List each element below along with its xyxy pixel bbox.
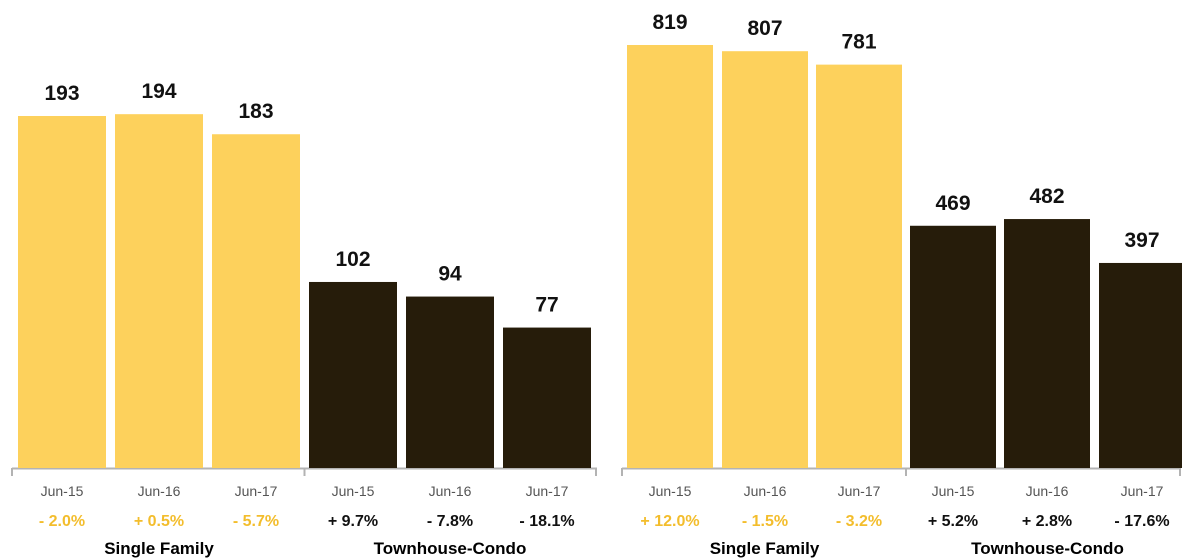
bar-single-family-jun-16 — [722, 51, 808, 468]
percent-change-label: - 7.8% — [427, 513, 473, 530]
percent-change-label: - 5.7% — [233, 513, 279, 530]
percent-change-label: - 3.2% — [836, 513, 882, 530]
left-bar-chart: 193 Jun-15 - 2.0% 194 Jun-16 + 0.5% 183 Jun-17 -… — [11, 80, 597, 558]
group-label-single-family: Single Family — [104, 539, 214, 558]
group-label-townhouse-condo: Townhouse-Condo — [374, 539, 527, 558]
x-tick-label: Jun-16 — [138, 483, 181, 499]
percent-change-label: + 9.7% — [328, 513, 378, 530]
data-label: 102 — [335, 248, 370, 271]
percent-change-label: - 2.0% — [39, 513, 85, 530]
x-tick-label: Jun-16 — [744, 483, 787, 499]
x-tick-label: Jun-17 — [1121, 483, 1164, 499]
data-label: 183 — [238, 100, 273, 123]
data-label: 194 — [141, 80, 176, 103]
bar-single-family-jun-15 — [18, 116, 106, 468]
data-label: 781 — [841, 31, 876, 54]
x-tick-label: Jun-15 — [41, 483, 84, 499]
bar-townhouse-condo-jun-17 — [1099, 262, 1182, 468]
bar-townhouse-condo-jun-16 — [1004, 219, 1090, 468]
bar-townhouse-condo-jun-15 — [309, 281, 397, 468]
data-label: 77 — [535, 294, 558, 317]
percent-change-label: - 17.6% — [1114, 513, 1169, 530]
bar-single-family-jun-17 — [212, 134, 300, 468]
x-tick-label: Jun-16 — [429, 483, 472, 499]
x-tick-label: Jun-17 — [526, 483, 569, 499]
x-tick-label: Jun-17 — [838, 483, 881, 499]
bar-single-family-jun-16 — [115, 114, 203, 469]
data-label: 807 — [747, 17, 782, 40]
bar-townhouse-condo-jun-15 — [910, 225, 996, 468]
percent-change-label: + 5.2% — [928, 513, 978, 530]
x-tick-label: Jun-15 — [332, 483, 375, 499]
x-tick-label: Jun-16 — [1026, 483, 1069, 499]
percent-change-label: + 2.8% — [1022, 513, 1072, 530]
data-label: 94 — [438, 263, 462, 286]
x-tick-label: Jun-17 — [235, 483, 278, 499]
bar-single-family-jun-17 — [816, 64, 902, 468]
bar-single-family-jun-15 — [627, 45, 713, 468]
group-label-single-family: Single Family — [710, 539, 820, 558]
x-tick-label: Jun-15 — [932, 483, 975, 499]
percent-change-label: - 1.5% — [742, 513, 788, 530]
group-label-townhouse-condo: Townhouse-Condo — [971, 539, 1124, 558]
data-label: 819 — [652, 11, 687, 34]
percent-change-label: - 18.1% — [519, 513, 574, 530]
percent-change-label: + 12.0% — [640, 513, 699, 530]
bar-townhouse-condo-jun-16 — [406, 296, 494, 468]
bar-townhouse-condo-jun-17 — [503, 327, 591, 468]
left-bar-chart-svg: 193 Jun-15 - 2.0% 194 Jun-16 + 0.5% 183 Jun-17 -… — [11, 80, 597, 558]
percent-change-label: + 0.5% — [134, 513, 184, 530]
data-label: 193 — [44, 82, 79, 105]
x-tick-label: Jun-15 — [649, 483, 692, 499]
data-label: 469 — [935, 192, 970, 215]
data-label: 397 — [1124, 229, 1159, 252]
data-label: 482 — [1029, 185, 1064, 208]
